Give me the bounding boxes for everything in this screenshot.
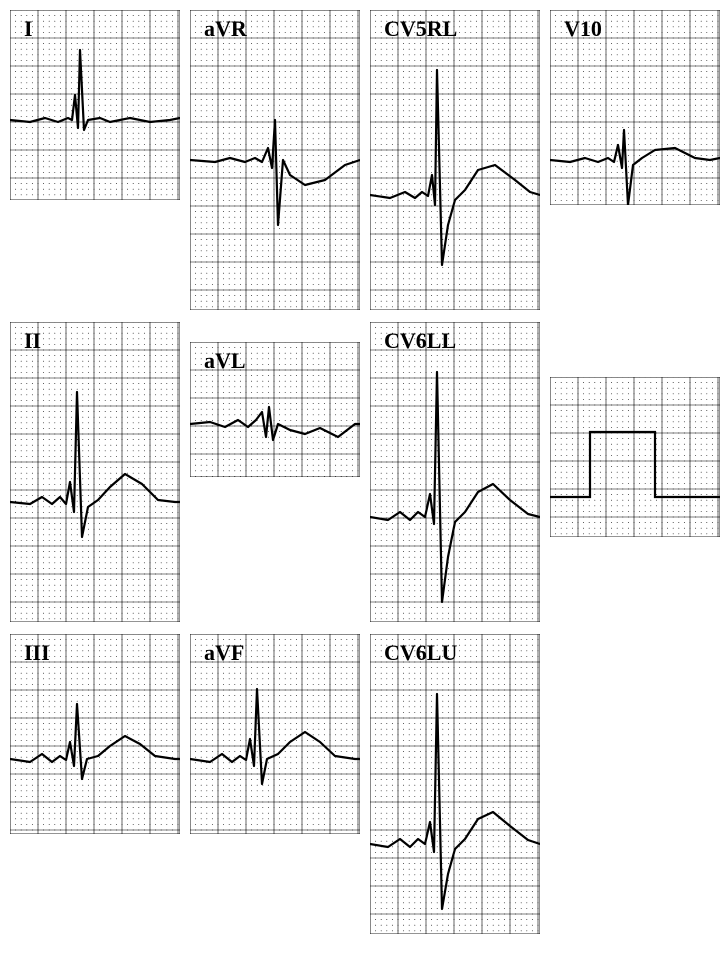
ecg-svg <box>550 377 720 537</box>
lead-label: CV6LL <box>384 328 456 354</box>
ecg-panel-lead-CV6LU: CV6LU <box>370 634 540 934</box>
lead-label: CV6LU <box>384 640 457 666</box>
ecg-trace <box>190 407 360 440</box>
ecg-panel-calibration <box>550 377 720 537</box>
lead-label: II <box>24 328 41 354</box>
ecg-panel-lead-aVR: aVR <box>190 10 360 310</box>
lead-label: aVF <box>204 640 244 666</box>
ecg-panel-lead-III: III <box>10 634 180 834</box>
ecg-trace <box>550 130 720 205</box>
ecg-panel-lead-I: I <box>10 10 180 200</box>
ecg-svg <box>10 322 180 622</box>
ecg-panel-lead-aVL: aVL <box>190 342 360 477</box>
ecg-svg <box>370 10 540 310</box>
ecg-panel-lead-V10: V10 <box>550 10 720 205</box>
lead-label: CV5RL <box>384 16 457 42</box>
ecg-trace <box>10 50 180 130</box>
ecg-trace <box>190 120 360 225</box>
lead-label: aVR <box>204 16 247 42</box>
ecg-trace <box>190 689 360 784</box>
lead-label: III <box>24 640 50 666</box>
ecg-panel-lead-aVF: aVF <box>190 634 360 834</box>
ecg-trace <box>370 70 540 265</box>
lead-label: I <box>24 16 33 42</box>
ecg-panel-lead-CV5RL: CV5RL <box>370 10 540 310</box>
ecg-trace <box>10 392 180 537</box>
lead-label: V10 <box>564 16 602 42</box>
ecg-grid: IaVR CV5RL V10 II aVL CV6LL III aVF CV6LU <box>10 10 718 934</box>
calibration-pulse <box>550 432 720 497</box>
ecg-svg <box>370 634 540 934</box>
ecg-trace <box>10 704 180 779</box>
ecg-trace <box>370 372 540 602</box>
ecg-svg <box>10 10 180 200</box>
lead-label: aVL <box>204 348 246 374</box>
ecg-trace <box>370 694 540 909</box>
ecg-svg <box>370 322 540 622</box>
ecg-panel-lead-II: II <box>10 322 180 622</box>
ecg-panel-lead-CV6LL: CV6LL <box>370 322 540 622</box>
ecg-svg <box>190 10 360 310</box>
